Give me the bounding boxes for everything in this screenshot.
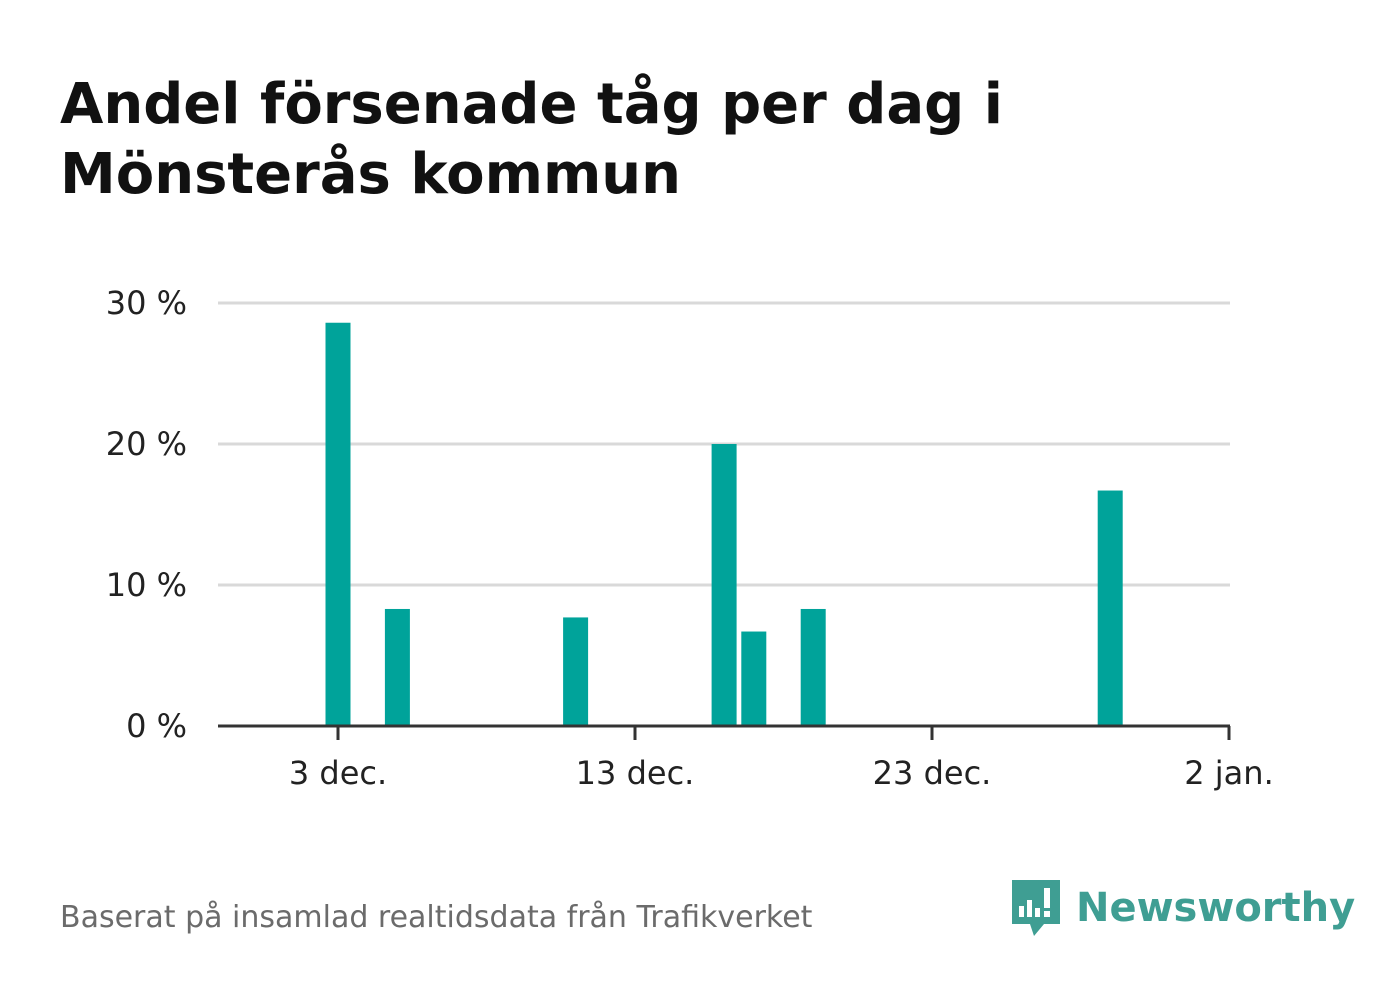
x-tick-label: 13 dec. — [576, 754, 695, 792]
x-tick-label: 3 dec. — [289, 754, 387, 792]
bars — [325, 322, 1123, 726]
x-tick-label: 23 dec. — [873, 754, 992, 792]
bar — [741, 631, 767, 726]
y-axis-labels: 0 % 10 % 20 % 30 % — [106, 284, 187, 745]
x-axis-labels: 3 dec. 13 dec. 23 dec. 2 jan. — [289, 754, 1274, 792]
y-tick-label: 20 % — [106, 425, 187, 463]
bar — [800, 608, 826, 726]
bar — [563, 617, 589, 726]
y-tick-label: 0 % — [126, 707, 187, 745]
x-axis — [218, 724, 1231, 740]
brand-logo: Newsworthy — [1010, 878, 1355, 938]
bar — [325, 322, 351, 726]
bar — [711, 444, 737, 726]
brand-name: Newsworthy — [1076, 885, 1356, 931]
chart-title: Andel försenade tåg per dag i Mönsterås … — [60, 72, 1003, 207]
newsworthy-logo-icon — [1012, 880, 1060, 936]
source-note: Baserat på insamlad realtidsdata från Tr… — [60, 900, 813, 935]
bar — [384, 608, 410, 726]
y-tick-label: 30 % — [106, 284, 187, 322]
y-tick-label: 10 % — [106, 566, 187, 604]
bar — [1097, 490, 1123, 726]
x-tick-label: 2 jan. — [1184, 754, 1273, 792]
